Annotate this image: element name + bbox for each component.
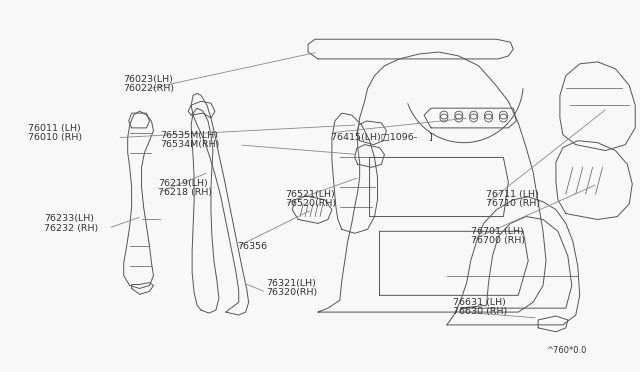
Text: 76232 (RH): 76232 (RH)	[44, 224, 99, 232]
Text: 76011 (LH): 76011 (LH)	[28, 124, 81, 133]
Text: 76711 (LH): 76711 (LH)	[486, 190, 539, 199]
Text: 76023(LH): 76023(LH)	[124, 75, 173, 84]
Text: 76521(LH): 76521(LH)	[285, 190, 335, 199]
Text: 76535M(LH): 76535M(LH)	[160, 131, 218, 140]
Text: 76233(LH): 76233(LH)	[44, 215, 94, 224]
Text: 76356: 76356	[237, 242, 268, 251]
Text: 76010 (RH): 76010 (RH)	[28, 133, 83, 142]
Text: 76320(RH): 76320(RH)	[266, 288, 317, 297]
Text: 76631 (LH): 76631 (LH)	[453, 298, 506, 307]
Text: 76520(RH): 76520(RH)	[285, 199, 336, 208]
Text: 76321(LH): 76321(LH)	[266, 279, 316, 288]
Text: 76701 (LH): 76701 (LH)	[471, 227, 524, 235]
Text: 76415(LH)□1096-    ]: 76415(LH)□1096- ]	[332, 133, 433, 142]
Text: 76534M(RH): 76534M(RH)	[160, 141, 220, 150]
Text: 76710 (RH): 76710 (RH)	[486, 199, 540, 208]
Text: 76219(LH): 76219(LH)	[158, 179, 208, 188]
Text: 76700 (RH): 76700 (RH)	[471, 236, 525, 245]
Text: 76022(RH): 76022(RH)	[124, 84, 175, 93]
Text: 76218 (RH): 76218 (RH)	[158, 188, 212, 197]
Text: ^760*0.0: ^760*0.0	[546, 346, 586, 355]
Text: 76630 (RH): 76630 (RH)	[453, 307, 508, 316]
